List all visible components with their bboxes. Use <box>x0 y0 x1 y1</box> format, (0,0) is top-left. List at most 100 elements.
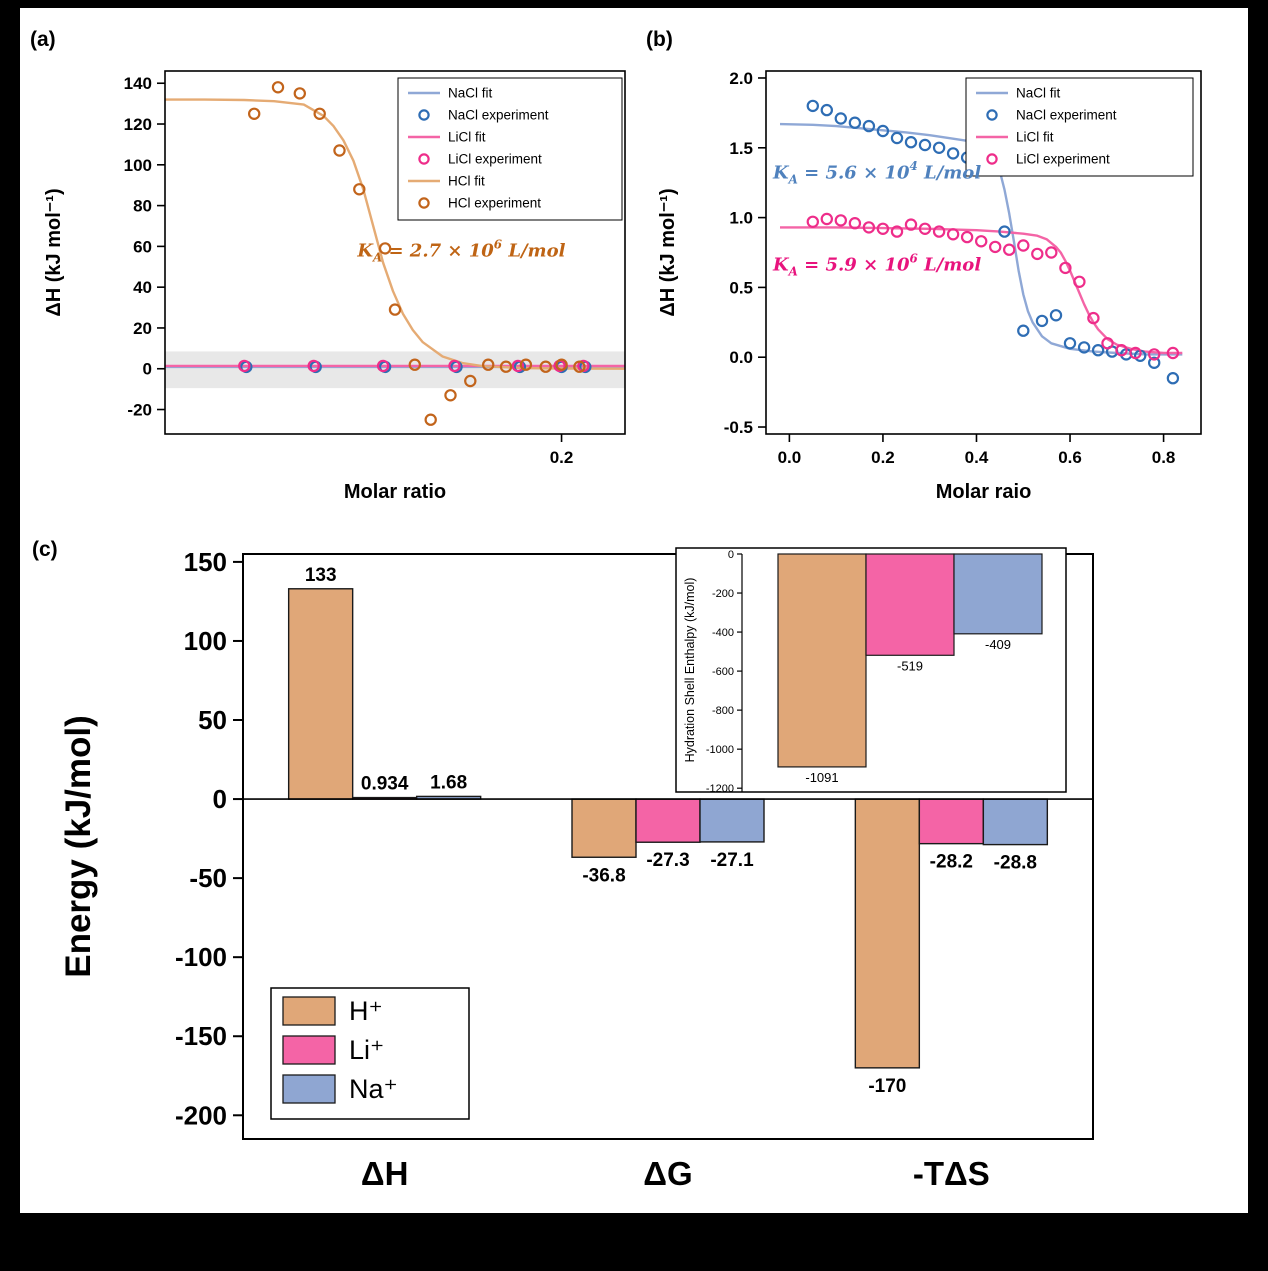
scatter-point <box>1045 246 1058 259</box>
scatter-point <box>482 358 495 371</box>
legend-marker-swatch <box>418 197 430 209</box>
legend-label: NaCl fit <box>448 86 493 101</box>
x-tick-label: 0.6 <box>1058 448 1082 467</box>
scatter-point <box>307 359 320 373</box>
x-tick-label: 0.2 <box>550 448 574 467</box>
scatter-point <box>834 214 847 227</box>
y-tick-label: 100 <box>124 156 152 175</box>
scatter-point <box>1087 311 1100 325</box>
bar-li---g <box>635 798 701 843</box>
category-label: -TΔS <box>913 1155 990 1192</box>
scatter-point <box>408 358 421 371</box>
scatter-point <box>946 228 960 241</box>
legend-swatch-na- <box>282 1074 336 1104</box>
legend-box <box>965 77 1194 177</box>
scatter-point <box>834 112 847 125</box>
scatter-point <box>932 225 946 238</box>
inset-bar <box>953 553 1043 635</box>
y-axis-label: Energy (kJ/mol) <box>59 715 98 978</box>
scatter-point <box>333 144 346 157</box>
y-tick-label: 1.0 <box>729 209 753 228</box>
y-tick-label: -150 <box>175 1021 227 1051</box>
inset-value-label: -409 <box>985 637 1011 652</box>
legend-label: Na⁺ <box>349 1074 398 1104</box>
category-label: ΔG <box>643 1155 692 1192</box>
scatter-point <box>247 107 261 121</box>
scatter-point <box>555 358 568 371</box>
bar-value-label: 1.68 <box>430 772 467 793</box>
scatter-point <box>862 119 876 133</box>
inset-bar <box>777 553 867 768</box>
bar-na---g <box>699 798 765 843</box>
inset-y-tick-label: 0 <box>728 549 734 561</box>
y-tick-label: -0.5 <box>724 418 753 437</box>
scatter-point <box>946 147 960 160</box>
scatter-point <box>848 116 862 129</box>
y-tick-label: -20 <box>127 401 152 420</box>
legend-label: LiCl experiment <box>448 152 542 167</box>
bar-h---t-s <box>854 798 921 1069</box>
scatter-point <box>499 360 513 373</box>
legend-label: LiCl experiment <box>1016 152 1110 167</box>
scatter-point <box>378 242 392 255</box>
category-label: ΔH <box>361 1155 409 1192</box>
bar-h---h <box>287 588 354 800</box>
scatter-point <box>1166 372 1180 385</box>
hcl-fit-curve <box>165 98 626 370</box>
scatter-point <box>890 225 904 238</box>
inset-value-label: -1091 <box>805 770 838 785</box>
scatter-point <box>238 359 251 373</box>
panel-a-titration-chart: 140 120 100 80 60 40 20 0 -20 0.2 Molar ratio ΔH (k… <box>43 70 626 503</box>
scatter-point <box>918 138 932 152</box>
scatter-point <box>424 413 437 426</box>
x-tick-label: 0.0 <box>778 448 802 467</box>
scatter-point <box>1049 309 1063 322</box>
legend-label: HCl fit <box>448 174 485 189</box>
axes-frame <box>765 70 1202 435</box>
scatter-point <box>806 99 819 113</box>
bar-value-label: -36.8 <box>582 865 625 886</box>
scatter-point <box>271 81 285 94</box>
inset-y-tick-label: -400 <box>712 627 734 639</box>
panel-label-c: (c) <box>32 538 58 561</box>
scatter-point <box>1059 261 1072 275</box>
scatter-point <box>876 222 890 235</box>
scatter-point <box>448 359 461 373</box>
legend-swatch-li- <box>282 1035 336 1065</box>
inset-value-label: -519 <box>897 658 923 673</box>
legend-marker-swatch <box>418 153 430 165</box>
scatter-point <box>876 124 890 138</box>
scatter-point <box>1035 314 1049 328</box>
panel-b-titration-chart: 2.0 1.5 1.0 0.5 0.0 -0.5 0.0 0.2 0.4 0.6 0.8 Molar … <box>657 69 1202 503</box>
scatter-point <box>1003 243 1016 256</box>
x-axis-label: Molar raio <box>936 481 1032 503</box>
bar-na---t-s <box>982 798 1049 846</box>
legend-box <box>397 77 623 221</box>
y-tick-label: -50 <box>189 863 227 893</box>
panel-c-energy-bar-chart: 133 0.934 1.68 ΔH -36.8 -27.3 -27.1 ΔG -170 -28.2… <box>59 547 1094 1192</box>
scatter-point <box>511 359 525 373</box>
x-tick-label: 0.4 <box>965 448 989 467</box>
scatter-point <box>904 218 918 231</box>
scatter-point <box>820 212 833 226</box>
scatter-point <box>519 358 533 371</box>
legend-label: NaCl experiment <box>448 108 549 123</box>
scatter-point <box>1073 275 1086 288</box>
y-tick-label: 50 <box>198 705 227 735</box>
panel-label-a: (a) <box>30 28 56 51</box>
bar-h---g <box>571 798 637 858</box>
scatter-point <box>904 135 918 149</box>
y-tick-label: 100 <box>184 626 227 656</box>
y-tick-label: 150 <box>184 547 227 577</box>
y-tick-label: 140 <box>124 74 152 93</box>
y-tick-label: -200 <box>175 1100 227 1130</box>
scatter-point <box>1101 337 1114 350</box>
scatter-point <box>998 225 1011 238</box>
figure: (a) (b) (c) 140 120 100 80 60 40 20 0 -20 0.2 Mola… <box>20 8 1248 1213</box>
inset-y-tick-label: -600 <box>712 666 734 678</box>
legend-label: LiCl fit <box>1016 130 1054 145</box>
legend-label: NaCl experiment <box>1016 108 1117 123</box>
scatter-point <box>848 216 862 230</box>
legend-label: H⁺ <box>349 996 383 1026</box>
